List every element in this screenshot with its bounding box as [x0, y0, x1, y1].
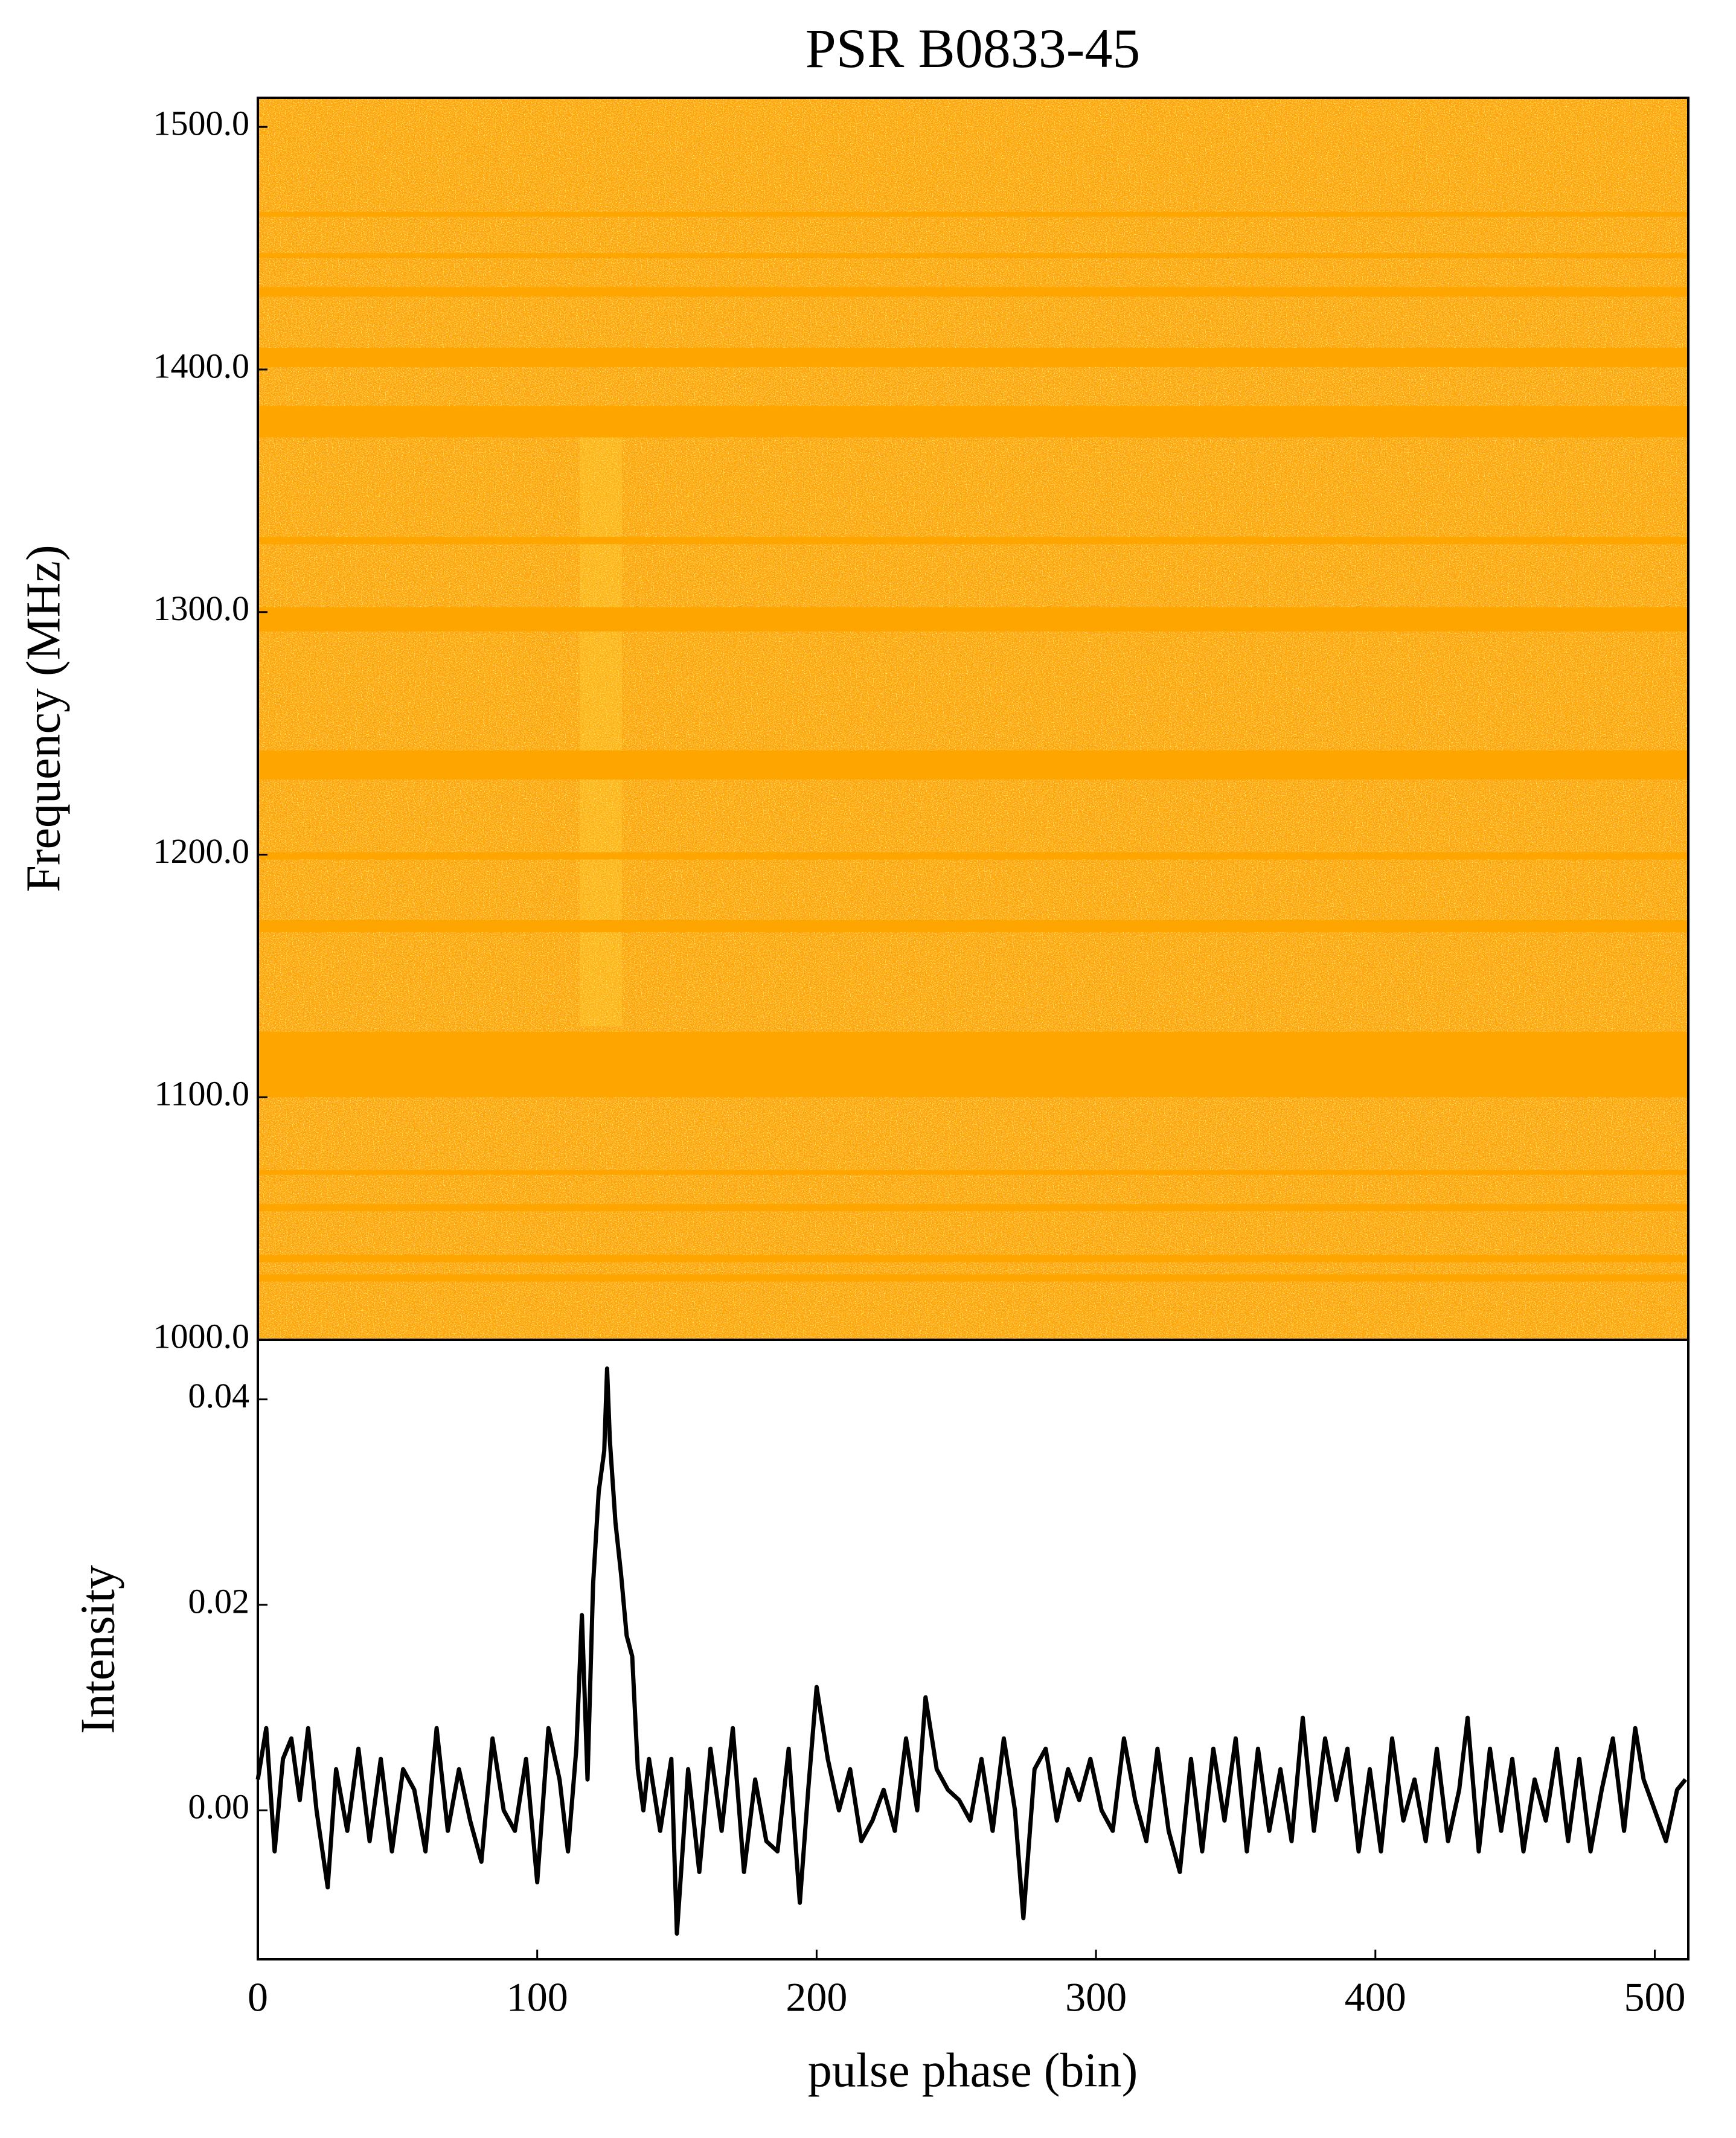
y-tick-label: 1100.0	[155, 1074, 249, 1113]
masked-band	[258, 1204, 1688, 1212]
masked-band	[258, 852, 1688, 860]
masked-band	[258, 920, 1688, 933]
masked-band	[258, 537, 1688, 545]
masked-band	[258, 347, 1688, 367]
plot-frame	[257, 1339, 1690, 1960]
x-tick-label: 500	[1624, 1974, 1685, 2020]
x-tick-label: 100	[507, 1974, 568, 2020]
masked-band	[258, 406, 1688, 438]
y-tick-label: 1500.0	[153, 104, 250, 143]
masked-band	[258, 1255, 1688, 1263]
dynamic-spectrum	[258, 98, 1688, 1340]
heatmap-noise	[258, 98, 1688, 1340]
masked-band	[258, 1274, 1688, 1282]
y-tick-label: 1300.0	[153, 589, 250, 628]
y-axis-label: Intensity	[71, 1565, 124, 1734]
y-tick-label: 0.04	[188, 1376, 250, 1415]
x-tick-label: 0	[248, 1974, 268, 2020]
x-tick-label: 300	[1065, 1974, 1127, 2020]
y-axis-label: Frequency (MHz)	[17, 545, 70, 892]
y-tick-label: 1200.0	[153, 831, 250, 871]
x-tick-label: 200	[786, 1974, 847, 2020]
masked-band	[258, 211, 1688, 217]
masked-band	[258, 287, 1688, 297]
chart-title: PSR B0833-45	[806, 18, 1141, 79]
profile-line	[255, 1366, 1688, 1936]
x-axis-label: pulse phase (bin)	[808, 2044, 1138, 2097]
masked-band	[258, 253, 1688, 258]
y-tick-label: 0.00	[188, 1787, 250, 1826]
y-tick-label: 0.02	[188, 1581, 250, 1621]
masked-band	[258, 1170, 1688, 1175]
x-tick-label: 400	[1345, 1974, 1406, 2020]
masked-band	[258, 750, 1688, 779]
y-tick-label: 1000.0	[153, 1316, 250, 1355]
pulse-trace	[580, 423, 622, 1026]
masked-band	[258, 607, 1688, 632]
y-tick-label: 1400.0	[153, 346, 250, 385]
masked-band	[258, 1031, 1688, 1098]
